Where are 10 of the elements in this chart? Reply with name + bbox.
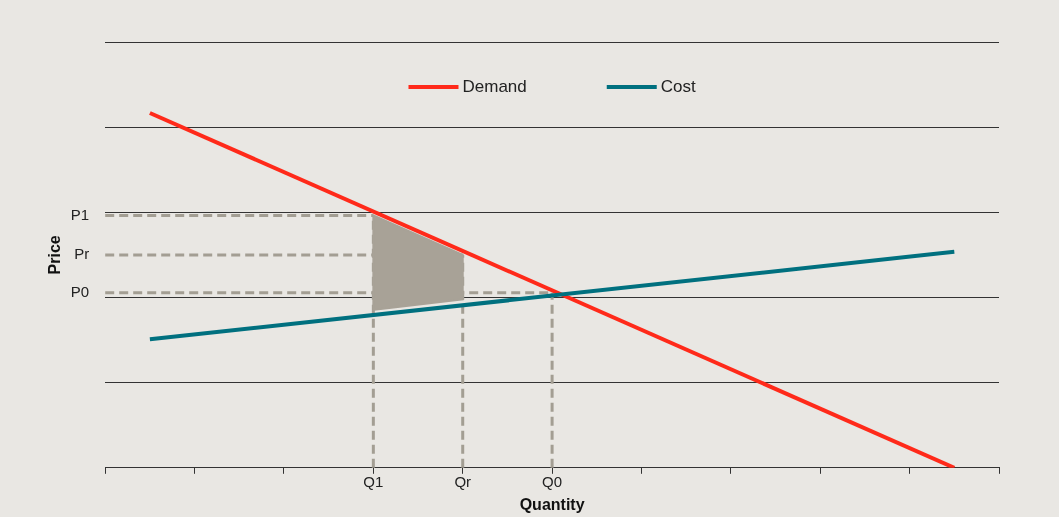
y-axis-title: Price bbox=[46, 235, 64, 275]
legend-label: Cost bbox=[660, 76, 696, 96]
ref-line-label: Pr bbox=[74, 245, 90, 263]
x-tick-label: Q0 bbox=[542, 472, 563, 490]
x-tick-label: Q1 bbox=[363, 472, 384, 490]
x-tick-label: Qr bbox=[454, 472, 472, 490]
ref-line-label: P1 bbox=[70, 205, 90, 223]
ref-line-label: P0 bbox=[70, 283, 90, 301]
legend-label: Demand bbox=[462, 76, 527, 96]
x-axis-title: Quantity bbox=[519, 495, 585, 513]
